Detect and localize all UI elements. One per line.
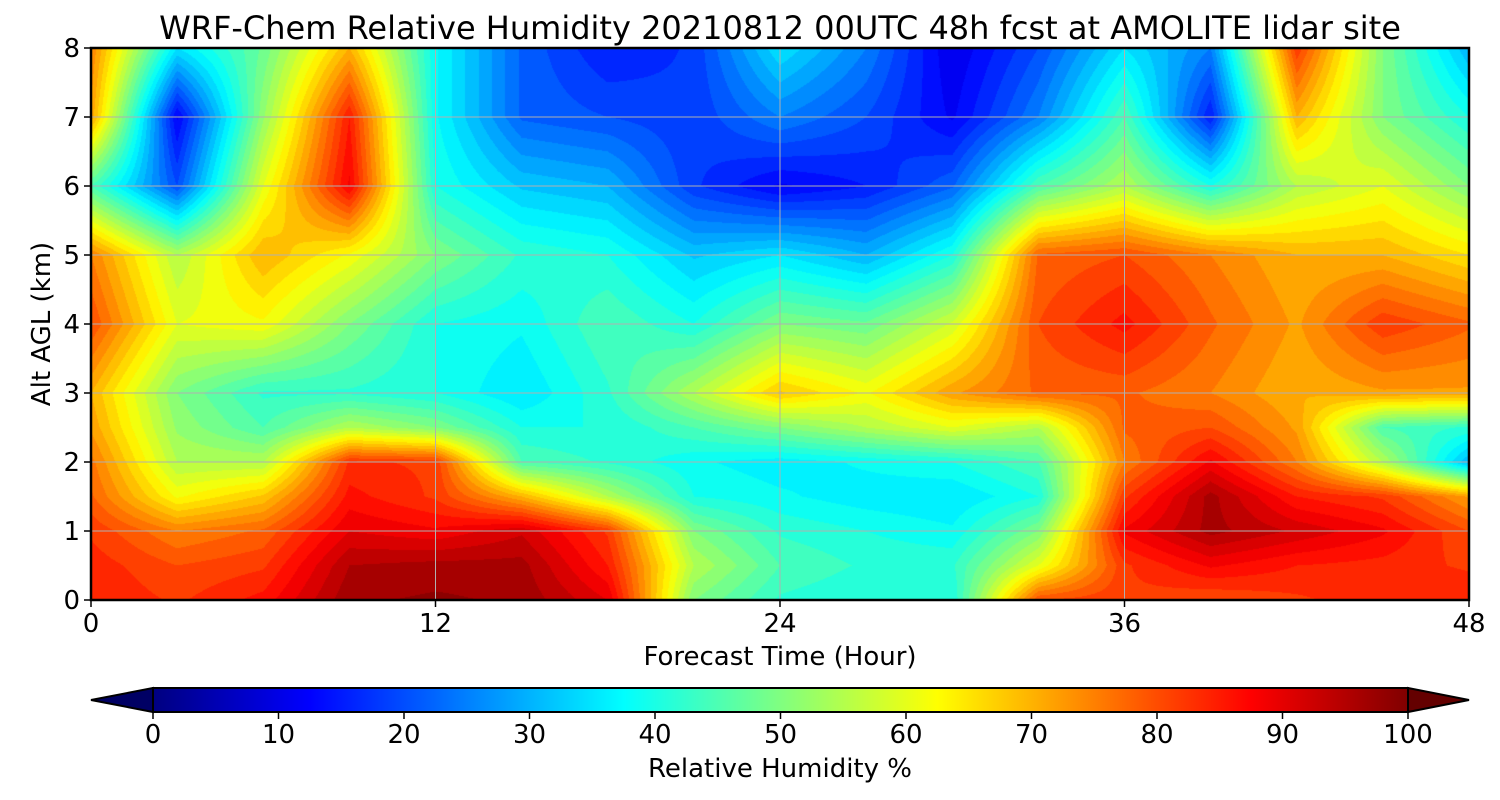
colorbar-ticks: 0 10 20 30 40 50 60 70 80 90 100 — [145, 712, 1433, 750]
colorbar-label: Relative Humidity % — [648, 754, 912, 784]
y-tick-label: 1 — [63, 517, 80, 547]
y-tick-label: 3 — [63, 379, 80, 409]
grid-lines — [91, 48, 1469, 600]
x-tick-label: 0 — [83, 609, 100, 639]
y-tick-label: 4 — [63, 310, 80, 340]
x-axis: 0 12 24 36 48 — [83, 600, 1486, 639]
colorbar: 0 10 20 30 40 50 60 70 80 90 100 Relative Humidity… — [90, 686, 1470, 784]
colorbar-extend-low-arrow — [90, 686, 154, 714]
colorbar-tick-label: 50 — [764, 720, 797, 750]
colorbar-tick-label: 40 — [638, 720, 671, 750]
x-tick-label: 48 — [1452, 609, 1485, 639]
colorbar-tick-label: 100 — [1383, 720, 1433, 750]
y-tick-label: 7 — [63, 103, 80, 133]
colorbar-tick-label: 70 — [1015, 720, 1048, 750]
x-tick-label: 24 — [763, 609, 796, 639]
chart-title: WRF-Chem Relative Humidity 20210812 00UT… — [159, 9, 1401, 47]
y-tick-label: 8 — [63, 34, 80, 64]
x-tick-label: 36 — [1108, 609, 1141, 639]
y-tick-label: 5 — [63, 241, 80, 271]
colorbar-tick-label: 20 — [387, 720, 420, 750]
colorbar-tick-label: 60 — [889, 720, 922, 750]
x-tick-label: 12 — [419, 609, 452, 639]
y-axis: 0 1 2 3 4 5 6 7 8 — [63, 34, 91, 616]
y-tick-label: 6 — [63, 172, 80, 202]
x-axis-label: Forecast Time (Hour) — [643, 642, 916, 672]
y-tick-label: 2 — [63, 448, 80, 478]
colorbar-tick-label: 80 — [1140, 720, 1173, 750]
colorbar-extend-high-arrow — [1407, 686, 1470, 714]
colorbar-tick-label: 0 — [145, 720, 162, 750]
y-axis-label: Alt AGL (km) — [27, 242, 57, 406]
colorbar-tick-label: 10 — [262, 720, 295, 750]
y-tick-label: 0 — [63, 586, 80, 616]
colorbar-tick-label: 30 — [513, 720, 546, 750]
colorbar-gradient — [153, 688, 1408, 712]
colorbar-tick-label: 90 — [1266, 720, 1299, 750]
